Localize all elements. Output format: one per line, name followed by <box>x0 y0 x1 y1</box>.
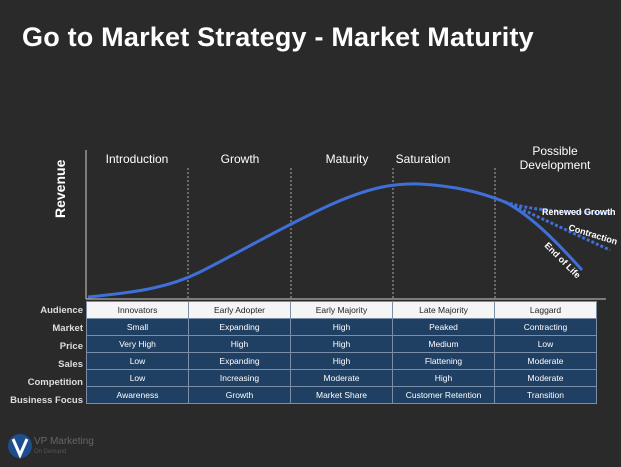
table-cell: Peaked <box>392 318 495 336</box>
contraction-curve <box>504 200 611 252</box>
table-cell: Expanding <box>188 318 291 336</box>
end-of-life-curve <box>504 200 584 272</box>
renewed-growth-curve <box>504 200 613 215</box>
table-cell: Moderate <box>494 352 597 370</box>
table-row: Low Increasing Moderate High Moderate <box>86 369 597 387</box>
table-cell: Flattening <box>392 352 495 370</box>
table-row: Awareness Growth Market Share Customer R… <box>86 386 597 404</box>
stage-characteristics-table: Innovators Early Adopter Early Majority … <box>86 301 597 404</box>
table-cell: Early Majority <box>290 301 393 319</box>
stage-label-possible-development: Possible Development <box>519 144 591 172</box>
table-cell: Medium <box>392 335 495 353</box>
table-cell: Expanding <box>188 352 291 370</box>
end-of-life-label: End of Life <box>543 240 583 280</box>
table-cell: High <box>290 318 393 336</box>
renewed-growth-label: Renewed Growth <box>542 207 616 217</box>
y-axis-label: Revenue <box>52 159 68 218</box>
table-row: Small Expanding High Peaked Contracting <box>86 318 597 336</box>
stage-label-saturation: Saturation <box>395 152 451 166</box>
table-cell: Low <box>494 335 597 353</box>
stage-label-maturity: Maturity <box>325 152 369 166</box>
vp-logo-icon <box>8 434 32 459</box>
table-cell: High <box>290 352 393 370</box>
page-title: Go to Market Strategy - Market Maturity <box>22 22 534 52</box>
table-cell: Growth <box>188 386 291 404</box>
logo-subtitle: On Demand <box>34 449 67 455</box>
table-cell: Very High <box>86 335 189 353</box>
stage-label-introduction: Introduction <box>105 152 169 166</box>
table-cell: High <box>188 335 291 353</box>
table-row: Very High High High Medium Low <box>86 335 597 353</box>
table-cell: Laggard <box>494 301 597 319</box>
table-cell: Moderate <box>494 369 597 387</box>
revenue-curve <box>87 182 506 299</box>
row-label-audience: Audience <box>40 305 83 316</box>
row-label-competition: Competition <box>27 377 83 388</box>
table-cell: Innovators <box>86 301 189 319</box>
row-label-business-focus: Business Focus <box>10 395 83 406</box>
logo-name: VP Marketing <box>34 436 94 447</box>
table-cell: Late Majority <box>392 301 495 319</box>
table-cell: Customer Retention <box>392 386 495 404</box>
table-cell: Small <box>86 318 189 336</box>
table-row: Low Expanding High Flattening Moderate <box>86 352 597 370</box>
table-cell: Moderate <box>290 369 393 387</box>
row-label-market: Market <box>52 323 83 334</box>
table-cell: High <box>392 369 495 387</box>
table-cell: Early Adopter <box>188 301 291 319</box>
table-cell: Transition <box>494 386 597 404</box>
table-cell: Increasing <box>188 369 291 387</box>
table-cell: Contracting <box>494 318 597 336</box>
table-cell: Market Share <box>290 386 393 404</box>
table-row: Innovators Early Adopter Early Majority … <box>86 301 597 319</box>
stage-label-growth: Growth <box>220 152 260 166</box>
table-cell: Low <box>86 352 189 370</box>
table-cell: Awareness <box>86 386 189 404</box>
row-label-sales: Sales <box>58 359 83 370</box>
table-cell: Low <box>86 369 189 387</box>
table-cell: High <box>290 335 393 353</box>
row-label-price: Price <box>59 341 83 352</box>
